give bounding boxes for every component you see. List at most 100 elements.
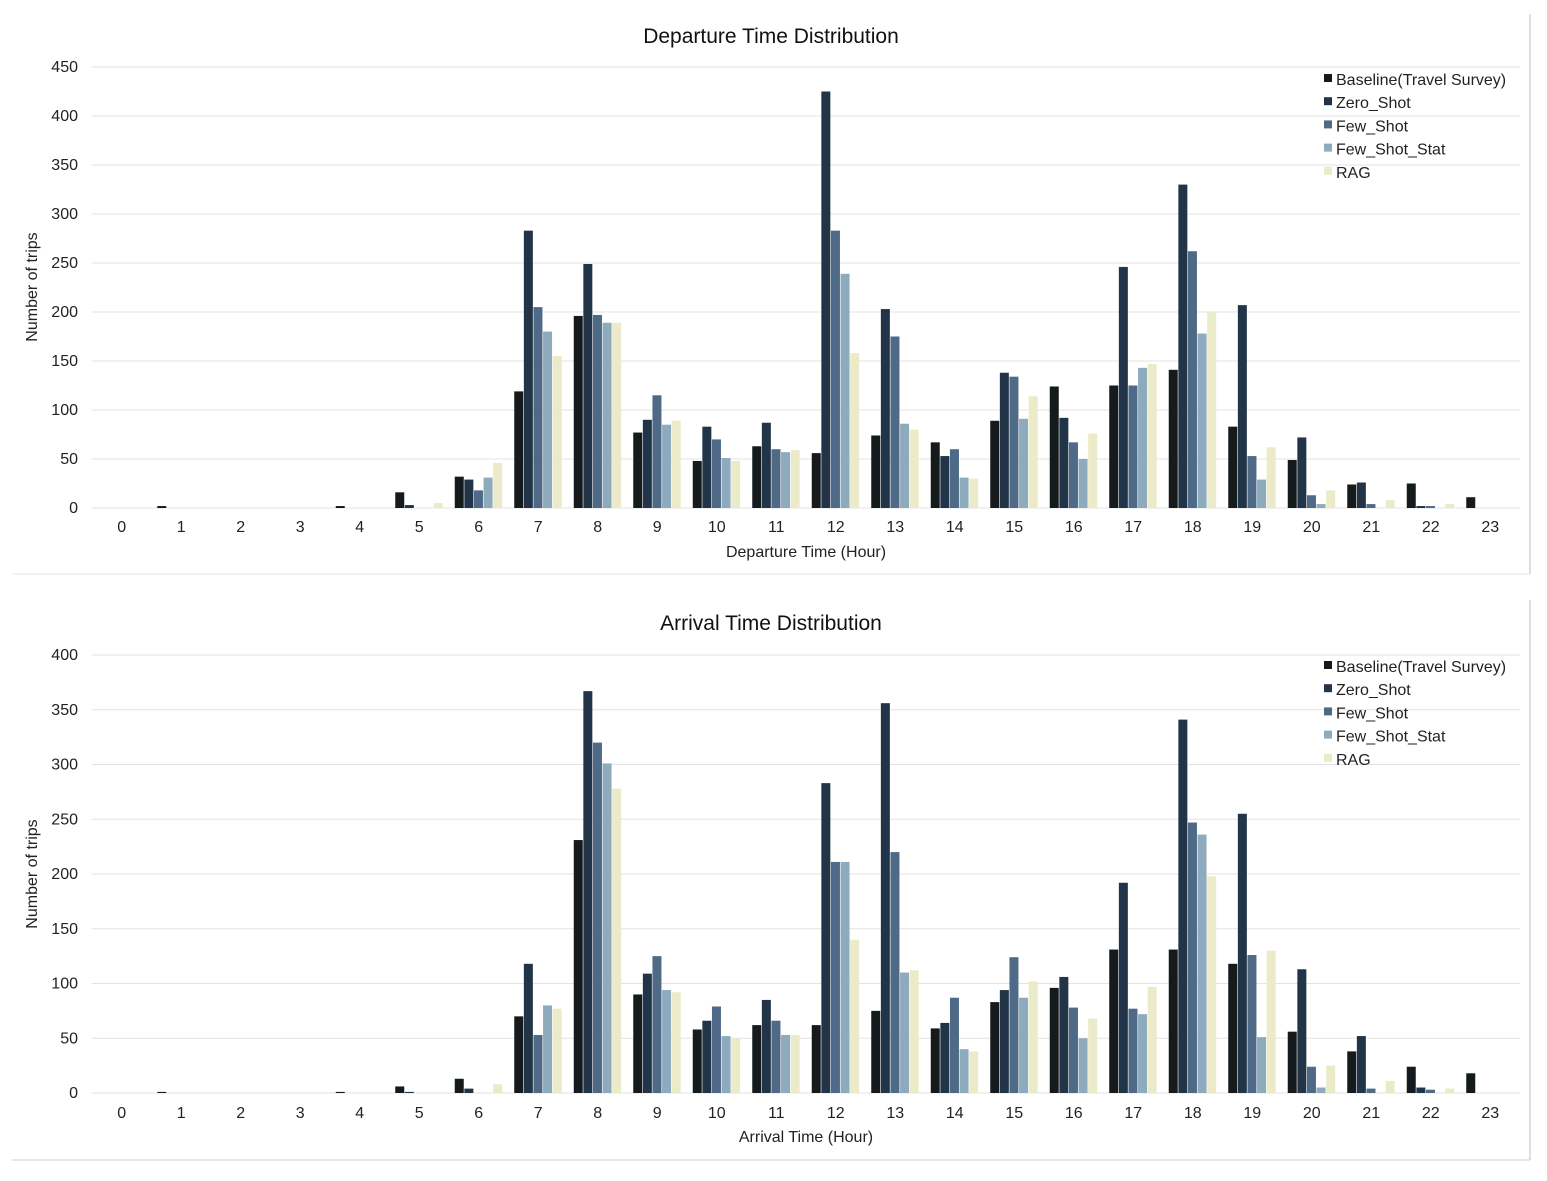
bar	[671, 420, 681, 508]
x-tick-label: 16	[1065, 519, 1083, 536]
bar	[671, 992, 681, 1093]
bars	[157, 691, 1476, 1093]
bar	[483, 477, 493, 508]
bar	[573, 840, 583, 1093]
legend-swatch	[1324, 753, 1332, 762]
bar	[454, 476, 464, 508]
bar	[692, 460, 702, 508]
bar	[959, 1049, 969, 1093]
bar	[1019, 418, 1029, 508]
arrival-chart-panel: 0 50 100 150 200 250 300 350 400 0 1 2 3 4 5 6 7 8 9 10 11 1…	[0, 588, 1547, 1176]
bar	[1028, 981, 1038, 1093]
bar	[1247, 456, 1257, 508]
bar	[652, 395, 662, 508]
bar	[533, 1034, 543, 1093]
bar	[1228, 963, 1238, 1093]
x-tick-label: 16	[1065, 1105, 1083, 1122]
bar	[871, 1010, 881, 1093]
bar	[1287, 459, 1297, 508]
bar	[433, 503, 443, 508]
x-tick-label: 0	[117, 1105, 126, 1122]
bar	[1187, 251, 1197, 509]
bar	[1406, 483, 1416, 508]
bar	[642, 973, 652, 1093]
x-tick-label: 17	[1124, 519, 1142, 536]
y-tick-label: 100	[51, 402, 78, 419]
bar	[1287, 1031, 1297, 1093]
bar	[761, 999, 771, 1093]
bar	[1416, 1087, 1426, 1093]
bar	[890, 336, 900, 508]
bar	[1109, 385, 1119, 508]
x-tick-label: 9	[653, 1105, 662, 1122]
bar	[1416, 506, 1426, 508]
bar	[1237, 305, 1247, 508]
bar	[1356, 482, 1366, 508]
bar	[840, 273, 850, 508]
bar	[930, 1028, 940, 1093]
legend-swatch	[1324, 730, 1332, 739]
bar	[1425, 506, 1435, 508]
bar	[999, 372, 1009, 508]
y-tick-label: 50	[60, 1030, 78, 1047]
x-tick-label: 8	[593, 519, 602, 536]
gridlines	[92, 654, 1520, 1094]
bar	[959, 477, 969, 508]
bar	[592, 742, 602, 1093]
bar	[514, 1016, 524, 1093]
bar	[771, 1020, 781, 1093]
bar	[573, 315, 583, 508]
chart-title: Arrival Time Distribution	[660, 612, 882, 635]
x-tick-label: 22	[1422, 1105, 1440, 1122]
bar	[1178, 719, 1188, 1093]
bar	[1425, 1089, 1435, 1093]
y-tick-label: 0	[69, 500, 78, 517]
bar	[1266, 447, 1276, 508]
legend-entry: Baseline(Travel Survey)	[1336, 72, 1506, 89]
bar	[731, 1038, 741, 1093]
bar	[940, 456, 950, 508]
bar	[1028, 396, 1038, 508]
x-tick-label: 4	[355, 1105, 364, 1122]
bar	[1128, 385, 1138, 508]
bar	[454, 1078, 464, 1093]
bar	[990, 420, 1000, 508]
y-tick-label: 250	[51, 811, 78, 828]
bar	[1088, 1018, 1098, 1093]
bar	[1257, 1037, 1267, 1093]
x-tick-label: 19	[1243, 519, 1261, 536]
bar	[969, 1051, 979, 1093]
y-tick-label: 0	[69, 1085, 78, 1102]
legend-swatch	[1324, 120, 1332, 129]
bar	[909, 429, 919, 508]
bar	[523, 230, 533, 508]
legend-swatch	[1324, 74, 1332, 82]
x-tick-label: 1	[177, 1105, 186, 1122]
bar	[1197, 834, 1207, 1093]
bar	[1088, 433, 1098, 508]
bar	[1316, 504, 1326, 508]
x-tick-label: 13	[886, 519, 904, 536]
bar	[395, 492, 405, 508]
bar	[662, 424, 672, 508]
bar	[811, 1025, 821, 1093]
bar	[1128, 1008, 1138, 1093]
x-tick-label: 20	[1303, 1105, 1321, 1122]
bar	[1109, 949, 1119, 1093]
x-tick-label: 3	[296, 519, 305, 536]
x-tick-label: 15	[1005, 519, 1023, 536]
y-tick-label: 400	[51, 108, 78, 125]
legend-swatch	[1324, 143, 1332, 152]
chart-title: Departure Time Distribution	[643, 25, 899, 48]
x-tick-label: 8	[593, 1105, 602, 1122]
y-tick-label: 400	[51, 647, 78, 664]
bar	[1078, 1038, 1088, 1093]
y-tick-label: 150	[51, 353, 78, 370]
bar	[880, 309, 890, 508]
bar	[1118, 266, 1128, 508]
bar	[533, 307, 543, 508]
y-tick-label: 50	[60, 451, 78, 468]
bar	[711, 439, 721, 508]
bar	[1366, 1088, 1376, 1093]
bar	[781, 1034, 791, 1093]
